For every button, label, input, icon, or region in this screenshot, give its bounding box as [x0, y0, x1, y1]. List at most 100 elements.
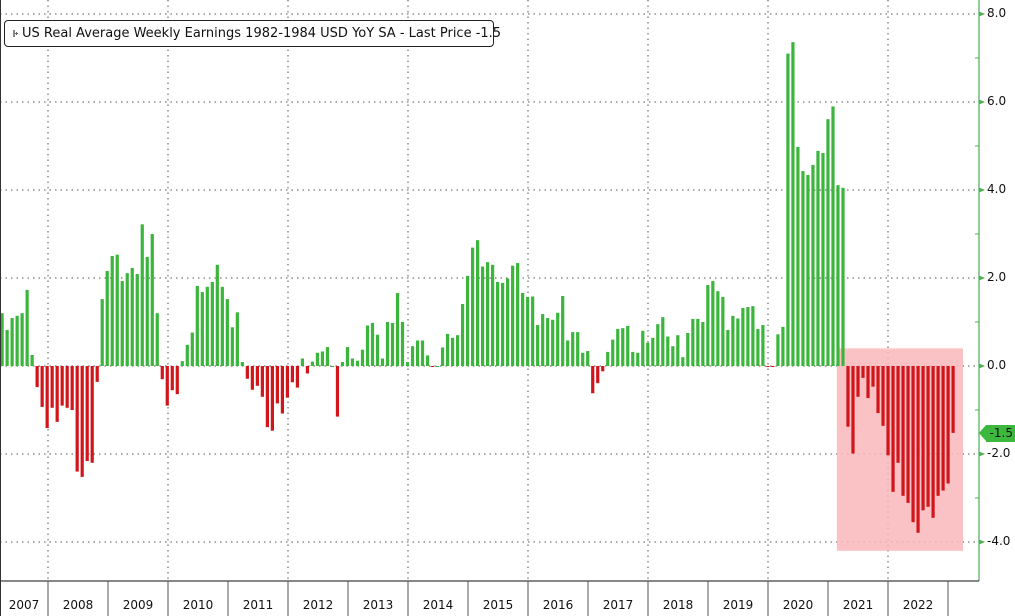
bar: [345, 347, 350, 366]
bar: [355, 360, 360, 366]
bar: [190, 332, 194, 366]
bar: [455, 335, 460, 366]
bar: [516, 263, 520, 366]
bar: [160, 366, 164, 380]
bar: [906, 366, 910, 503]
bar: [686, 333, 690, 366]
bar: [721, 296, 725, 366]
bar: [746, 307, 750, 366]
bar: [120, 281, 124, 366]
x-tick-label: 2017: [602, 598, 634, 612]
bar: [125, 273, 129, 366]
bar: [736, 318, 740, 366]
bar: [791, 42, 795, 366]
bar: [886, 366, 890, 456]
bar: [711, 281, 715, 366]
y-tick-label: 0.0: [987, 358, 1007, 372]
bar: [751, 306, 755, 366]
bar: [881, 366, 885, 426]
bar: [265, 366, 269, 428]
x-tick-label: 2021: [842, 598, 874, 612]
bar: [776, 334, 780, 366]
bar: [626, 325, 630, 366]
bar: [275, 366, 279, 404]
bar: [420, 340, 425, 366]
bar: [701, 322, 705, 366]
x-tick-label: 2008: [62, 598, 94, 612]
bar: [546, 318, 550, 366]
bar: [50, 366, 54, 408]
bar: [731, 315, 735, 366]
bar: [290, 366, 295, 383]
bar: [581, 352, 585, 366]
bar: [250, 366, 254, 390]
bar: [871, 366, 875, 387]
bar: [911, 366, 915, 523]
bar: [766, 366, 770, 367]
bar: [916, 366, 920, 533]
bar: [40, 366, 44, 407]
bar: [460, 303, 465, 366]
x-tick-label: 2013: [362, 598, 394, 612]
x-tick-label: 2010: [182, 598, 214, 612]
bar: [831, 106, 835, 367]
bar: [741, 307, 745, 366]
bar: [45, 366, 49, 429]
bar: [150, 234, 154, 366]
bar: [210, 281, 214, 366]
bar: [526, 296, 530, 366]
bar: [80, 366, 84, 477]
bar: [205, 286, 209, 366]
bar: [696, 318, 700, 366]
y-tick-label: 2.0: [987, 270, 1007, 284]
bar: [921, 366, 925, 511]
bar: [566, 340, 570, 366]
bar: [501, 282, 505, 366]
y-tick-label: -4.0: [987, 534, 1011, 548]
bar: [616, 329, 620, 366]
bar: [315, 352, 320, 366]
y-tick-arrow: [979, 363, 985, 369]
bar: [325, 347, 330, 366]
bar: [385, 322, 390, 366]
bar: [671, 346, 675, 366]
bar: [175, 366, 179, 395]
last-price-tag: -1.5: [979, 425, 1015, 442]
bar: [60, 366, 64, 406]
bar: [606, 351, 610, 366]
bar: [365, 325, 370, 366]
bar: [170, 366, 174, 391]
bar: [691, 318, 695, 366]
y-tick-label: -2.0: [987, 446, 1011, 460]
bar: [5, 329, 9, 366]
x-tick-label: 2007: [8, 598, 40, 612]
bar: [866, 366, 870, 399]
expand-icon[interactable]: [13, 30, 18, 37]
bar: [155, 313, 159, 366]
bar: [826, 119, 830, 366]
bar: [951, 366, 955, 433]
x-tick-label: 2022: [902, 598, 934, 612]
bar: [430, 366, 435, 367]
bar: [816, 150, 820, 366]
bar: [220, 286, 224, 366]
bar: [896, 366, 900, 463]
x-tick-label: 2019: [722, 598, 754, 612]
bar: [716, 291, 720, 366]
bar: [200, 292, 204, 366]
bar: [846, 366, 850, 427]
bar: [901, 366, 905, 496]
bar: [465, 275, 470, 366]
y-tick-arrow: [979, 451, 985, 457]
x-tick-label: 2012: [302, 598, 334, 612]
bar: [941, 366, 945, 491]
bar: [105, 270, 109, 366]
bar: [410, 346, 415, 366]
bar: [496, 281, 500, 366]
bar: [230, 327, 234, 366]
bar: [946, 366, 950, 484]
gridlines: [0, 0, 979, 581]
legend[interactable]: US Real Average Weekly Earnings 1982-198…: [4, 20, 501, 47]
bar: [445, 333, 450, 366]
bar: [611, 339, 615, 366]
